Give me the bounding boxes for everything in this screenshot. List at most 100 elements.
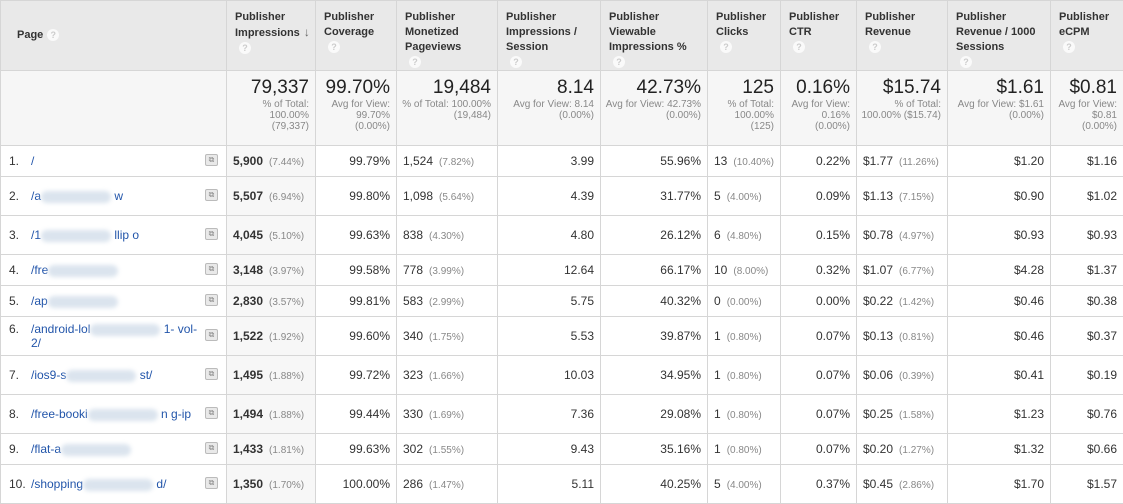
cell-ecpm: $0.93 [1051, 216, 1123, 255]
help-icon[interactable]: ? [1063, 41, 1075, 53]
cell-value: 5,507 [233, 189, 263, 203]
open-in-new-window-icon[interactable]: ⧉ [205, 477, 218, 489]
cell-value: 4.39 [571, 189, 594, 203]
help-icon[interactable]: ? [239, 42, 251, 54]
cell-impressions: 1,350(1.70%) [227, 465, 316, 504]
open-in-new-window-icon[interactable]: ⧉ [205, 154, 218, 166]
page-link[interactable]: / [31, 154, 201, 168]
cell-coverage: 99.63% [316, 434, 397, 465]
open-in-new-window-icon[interactable]: ⧉ [205, 442, 218, 454]
cell-viewable-impressions: 40.32% [601, 286, 708, 317]
column-header-monetized-pageviews[interactable]: Publisher Monetized Pageviews? [397, 1, 498, 71]
column-header-page[interactable]: Page? [1, 1, 227, 71]
help-icon[interactable]: ? [613, 56, 625, 68]
cell-value: 29.08% [660, 407, 701, 421]
cell-viewable-impressions: 34.95% [601, 356, 708, 395]
total-subtext: % of Total: 100.00% (79,337) [231, 99, 309, 132]
arrow-down-icon[interactable]: ↓ [304, 25, 310, 39]
column-header-coverage[interactable]: Publisher Coverage? [316, 1, 397, 71]
cell-value: $0.46 [1014, 329, 1044, 343]
total-value: 125 [712, 77, 774, 99]
cell-impressions-per-session: 5.11 [498, 465, 601, 504]
open-in-new-window-icon[interactable]: ⧉ [205, 189, 218, 201]
redacted-text [41, 191, 111, 203]
open-in-new-window-icon[interactable]: ⧉ [205, 263, 218, 275]
cell-ecpm: $0.76 [1051, 395, 1123, 434]
page-path-end: llip o [114, 228, 139, 242]
cell-value: $0.76 [1087, 407, 1117, 421]
open-in-new-window-icon[interactable]: ⧉ [205, 407, 218, 419]
help-icon[interactable]: ? [47, 29, 59, 41]
cell-percent: (1.42%) [899, 297, 934, 308]
column-header-impressions[interactable]: Publisher Impressions↓? [227, 1, 316, 71]
cell-monetized-pageviews: 323(1.66%) [397, 356, 498, 395]
page-link[interactable]: /a w [31, 189, 201, 203]
page-link[interactable]: /1 llip o [31, 228, 201, 242]
page-link[interactable]: /flat-a [31, 442, 201, 456]
column-header-revenue-per-1000-sessions[interactable]: Publisher Revenue / 1000 Sessions? [948, 1, 1051, 71]
cell-value: 0.07% [816, 442, 850, 456]
column-label: Publisher Revenue [865, 11, 915, 38]
redacted-text [66, 370, 136, 382]
cell-value: $1.16 [1087, 154, 1117, 168]
cell-revenue: $0.20 (1.27%) [857, 434, 948, 465]
help-icon[interactable]: ? [409, 56, 421, 68]
cell-value: 330 [403, 407, 423, 421]
cell-clicks: 10(8.00%) [708, 255, 781, 286]
page-link[interactable]: /android-lol 1- vol-2/ [31, 322, 201, 350]
cell-clicks: 6(4.80%) [708, 216, 781, 255]
cell-viewable-impressions: 39.87% [601, 317, 708, 356]
cell-value: 323 [403, 368, 423, 382]
column-header-ctr[interactable]: Publisher CTR? [781, 1, 857, 71]
help-icon[interactable]: ? [720, 41, 732, 53]
cell-percent: (1.69%) [429, 410, 464, 421]
cell-value: $0.20 [863, 442, 893, 456]
open-in-new-window-icon[interactable]: ⧉ [205, 329, 218, 341]
cell-revenue-per-1000-sessions: $0.93 [948, 216, 1051, 255]
cell-clicks: 1(0.80%) [708, 395, 781, 434]
open-in-new-window-icon[interactable]: ⧉ [205, 368, 218, 380]
open-in-new-window-icon[interactable]: ⧉ [205, 294, 218, 306]
cell-clicks: 1(0.80%) [708, 356, 781, 395]
column-header-clicks[interactable]: Publisher Clicks? [708, 1, 781, 71]
help-icon[interactable]: ? [328, 41, 340, 53]
column-header-ecpm[interactable]: Publisher eCPM? [1051, 1, 1123, 71]
cell-percent: (7.82%) [439, 157, 474, 168]
cell-revenue: $0.78(4.97%) [857, 216, 948, 255]
cell-revenue: $0.13(0.81%) [857, 317, 948, 356]
cell-value: 0.07% [816, 407, 850, 421]
total-value: 99.70% [320, 77, 390, 99]
cell-revenue-per-1000-sessions: $1.70 [948, 465, 1051, 504]
cell-ctr: 0.15% [781, 216, 857, 255]
cell-value: 4,045 [233, 228, 263, 242]
cell-value: $0.66 [1087, 442, 1117, 456]
column-header-viewable-impressions[interactable]: Publisher Viewable Impressions %? [601, 1, 708, 71]
cell-value: 0.22% [816, 154, 850, 168]
cell-coverage: 99.58% [316, 255, 397, 286]
help-icon[interactable]: ? [510, 56, 522, 68]
cell-percent: (1.27%) [899, 445, 934, 456]
cell-revenue-per-1000-sessions: $1.32 [948, 434, 1051, 465]
page-link[interactable]: /ios9-s st/ [31, 368, 201, 382]
cell-coverage: 99.72% [316, 356, 397, 395]
page-path-end: w [114, 189, 123, 203]
page-link[interactable]: /fre [31, 263, 201, 277]
page-link[interactable]: /free-booki n g-ip [31, 407, 201, 421]
cell-ctr: 0.22% [781, 146, 857, 177]
page-link[interactable]: /ap [31, 294, 201, 308]
table-row: 3./1 llip o⧉4,045(5.10%)99.63%838(4.30%)… [1, 216, 1123, 255]
help-icon[interactable]: ? [793, 41, 805, 53]
total-subtext: Avg for View: 0.16% (0.00%) [785, 99, 850, 132]
cell-impressions-per-session: 4.39 [498, 177, 601, 216]
cell-percent: (8.00%) [733, 266, 768, 277]
cell-value: 99.72% [349, 368, 390, 382]
open-in-new-window-icon[interactable]: ⧉ [205, 228, 218, 240]
column-header-revenue[interactable]: Publisher Revenue? [857, 1, 948, 71]
totals-row: 79,337% of Total: 100.00% (79,337)99.70%… [1, 71, 1123, 146]
total-subtext: Avg for View: $1.61 (0.00%) [952, 99, 1044, 121]
cell-value: 0 [714, 294, 721, 308]
help-icon[interactable]: ? [960, 56, 972, 68]
column-header-impressions-per-session[interactable]: Publisher Impressions / Session? [498, 1, 601, 71]
total-monetized-pageviews: 19,484% of Total: 100.00% (19,484) [397, 71, 498, 146]
help-icon[interactable]: ? [869, 41, 881, 53]
